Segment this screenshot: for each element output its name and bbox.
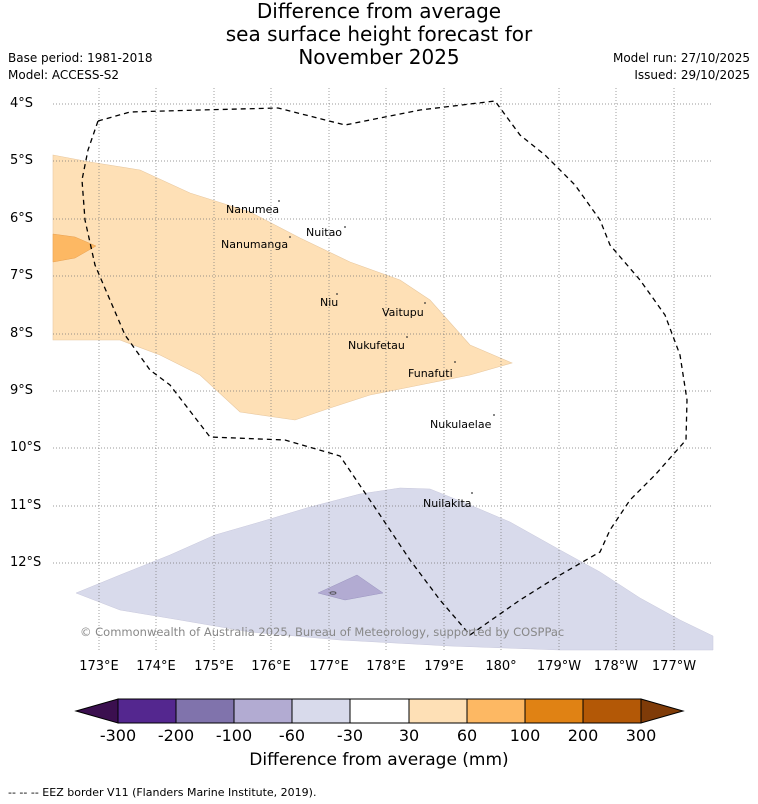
colorbar-swatch <box>408 698 468 724</box>
colorbar-swatch <box>466 698 526 724</box>
lon-label: 173°E <box>79 659 119 674</box>
lat-label: 6°S <box>10 211 34 226</box>
colorbar-swatch <box>349 698 410 724</box>
lon-label: 179°W <box>536 659 582 674</box>
colorbar-tick: 60 <box>456 726 478 745</box>
eez-footnote: -- -- -- EEZ border V11 (Flanders Marine… <box>8 786 317 799</box>
colorbar-tick: -200 <box>157 726 195 745</box>
lat-label: 9°S <box>10 383 34 398</box>
title-line-2: sea surface height forecast for <box>225 22 533 46</box>
place-label-nanumea: Nanumea <box>226 203 280 216</box>
colorbar-tick: 300 <box>625 726 657 745</box>
place-label-nuitao: Nuitao <box>306 226 343 239</box>
gridlines <box>53 88 713 650</box>
colorbar-tick: 100 <box>509 726 541 745</box>
lon-label: 178°W <box>593 659 639 674</box>
lat-label: 8°S <box>10 326 34 341</box>
copyright-notice: © Commonwealth of Australia 2025, Bureau… <box>80 625 565 639</box>
lon-label: 177°E <box>309 659 349 674</box>
title-line-3: November 2025 <box>298 45 460 69</box>
colorbar <box>74 698 685 724</box>
place-label-nukufetau: Nukufetau <box>348 339 405 352</box>
colorbar-swatch <box>74 698 119 724</box>
place-label-nukulaelae: Nukulaelae <box>430 418 492 431</box>
colorbar-tick: -300 <box>99 726 137 745</box>
place-label-vaitupu: Vaitupu <box>382 306 424 319</box>
eez-border <box>81 100 688 636</box>
title-line-1: Difference from average <box>256 0 502 23</box>
lon-label: 174°E <box>136 659 176 674</box>
lat-label: 4°S <box>10 96 34 111</box>
colorbar-title: Difference from average (mm) <box>249 750 509 770</box>
lat-label: 12°S <box>10 555 42 570</box>
lon-label: 178°E <box>366 659 406 674</box>
place-label-nanumanga: Nanumanga <box>221 238 289 251</box>
island-marks <box>278 200 495 595</box>
colorbar-swatch <box>640 698 685 724</box>
positive-anomaly-region <box>52 154 513 421</box>
lon-label: 179°E <box>424 659 464 674</box>
stronger-positive-anomaly-region <box>52 233 97 263</box>
colorbar-swatch <box>233 698 293 724</box>
colorbar-swatch <box>582 698 642 724</box>
model-run: Model run: 27/10/2025 <box>612 51 750 65</box>
lon-label: 176°E <box>251 659 291 674</box>
lat-label: 11°S <box>10 498 42 513</box>
meta-left: Base period: 1981-2018 Model: ACCESS-S2 <box>8 50 153 84</box>
negative-anomaly-region <box>75 487 714 651</box>
place-label-funafuti: Funafuti <box>408 367 453 380</box>
lat-label: 5°S <box>10 153 34 168</box>
place-label-niu: Niu <box>320 296 339 309</box>
colorbar-tick: 200 <box>567 726 599 745</box>
base-period: Base period: 1981-2018 <box>8 51 153 65</box>
colorbar-swatch <box>291 698 351 724</box>
colorbar-swatch <box>524 698 584 724</box>
colorbar-swatch <box>117 698 177 724</box>
colorbar-tick: -100 <box>215 726 253 745</box>
place-label-nuilakita: Nuilakita <box>423 497 472 510</box>
colorbar-tick: 30 <box>398 726 420 745</box>
lat-label: 10°S <box>10 440 42 455</box>
colorbar-tick: -30 <box>336 726 364 745</box>
model-name: Model: ACCESS-S2 <box>8 68 120 82</box>
lat-label: 7°S <box>10 268 34 283</box>
lon-label: 177°W <box>651 659 697 674</box>
colorbar-swatch <box>175 698 235 724</box>
meta-right: Model run: 27/10/2025 Issued: 29/10/2025 <box>613 50 750 84</box>
issued-date: Issued: 29/10/2025 <box>634 68 750 82</box>
lon-label: 180° <box>485 659 517 674</box>
map-title: Difference from average sea surface heig… <box>0 0 758 69</box>
lon-label: 175°E <box>194 659 234 674</box>
colorbar-tick: -60 <box>278 726 306 745</box>
